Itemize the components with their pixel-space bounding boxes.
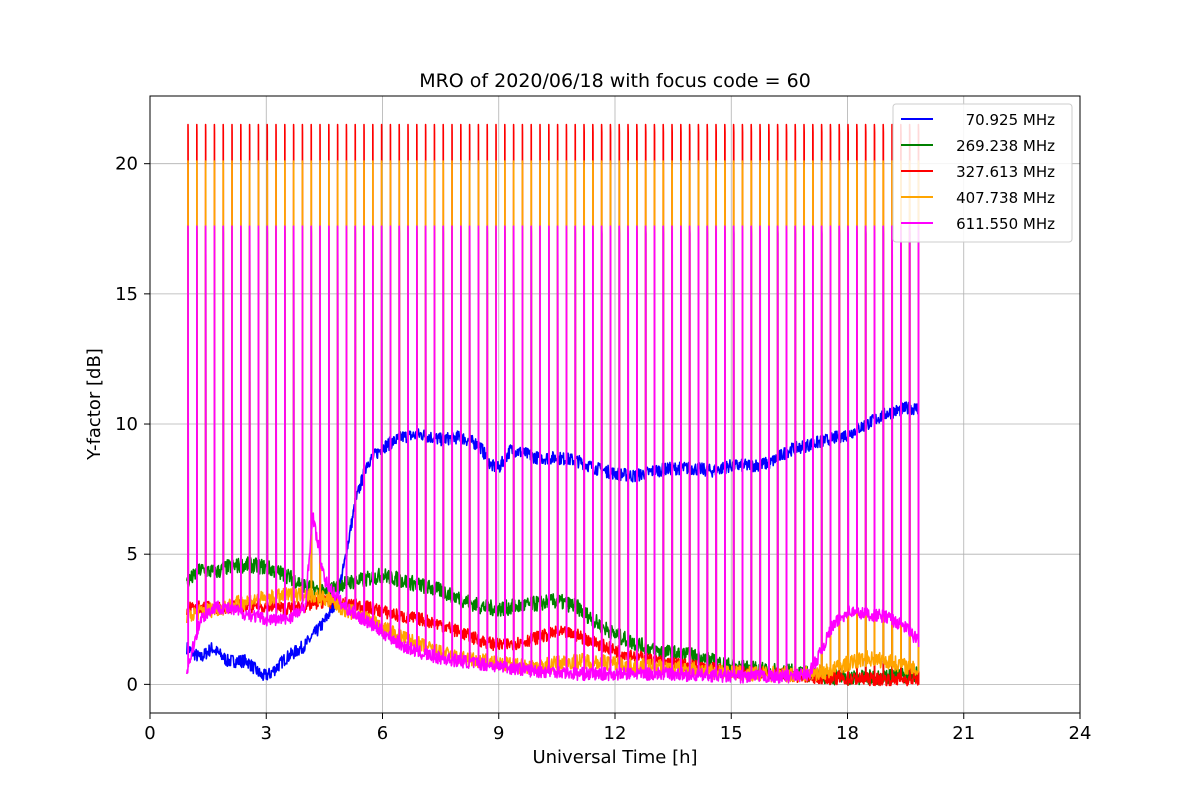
x-tick-label: 21	[952, 723, 975, 744]
y-tick-label: 15	[115, 284, 138, 305]
x-tick-label: 0	[144, 723, 155, 744]
y-tick-label: 20	[115, 154, 138, 175]
x-tick-label: 24	[1069, 723, 1092, 744]
x-tick-label: 6	[377, 723, 388, 744]
legend-label: 611.550 MHz	[956, 215, 1055, 233]
x-tick-label: 12	[604, 723, 627, 744]
chart-title: MRO of 2020/06/18 with focus code = 60	[419, 70, 811, 92]
y-tick-label: 5	[127, 544, 138, 565]
y-axis-label: Y-factor [dB]	[84, 348, 105, 461]
y-axis-ticks: 0 5 10 15 20	[115, 154, 150, 695]
legend-label: 70.925 MHz	[966, 111, 1055, 129]
x-tick-label: 9	[493, 723, 504, 744]
series-line	[186, 225, 920, 684]
x-tick-label: 18	[836, 723, 859, 744]
legend-label: 407.738 MHz	[956, 189, 1055, 207]
legend-box	[892, 103, 1073, 243]
series-lines	[186, 123, 920, 687]
legend-label: 269.238 MHz	[956, 137, 1055, 155]
plot-area	[186, 123, 920, 687]
x-axis-ticks: 0 3 6 9 12 15 18 21 24	[144, 713, 1091, 744]
x-tick-label: 15	[720, 723, 743, 744]
legend-label: 327.613 MHz	[956, 163, 1055, 181]
y-tick-label: 0	[127, 674, 138, 695]
series-line	[186, 401, 920, 681]
x-tick-label: 3	[261, 723, 272, 744]
legend: 70.925 MHz 269.238 MHz 327.613 MHz 407.738 …	[892, 103, 1073, 243]
y-tick-label: 10	[115, 414, 138, 435]
x-axis-label: Universal Time [h]	[532, 747, 697, 768]
